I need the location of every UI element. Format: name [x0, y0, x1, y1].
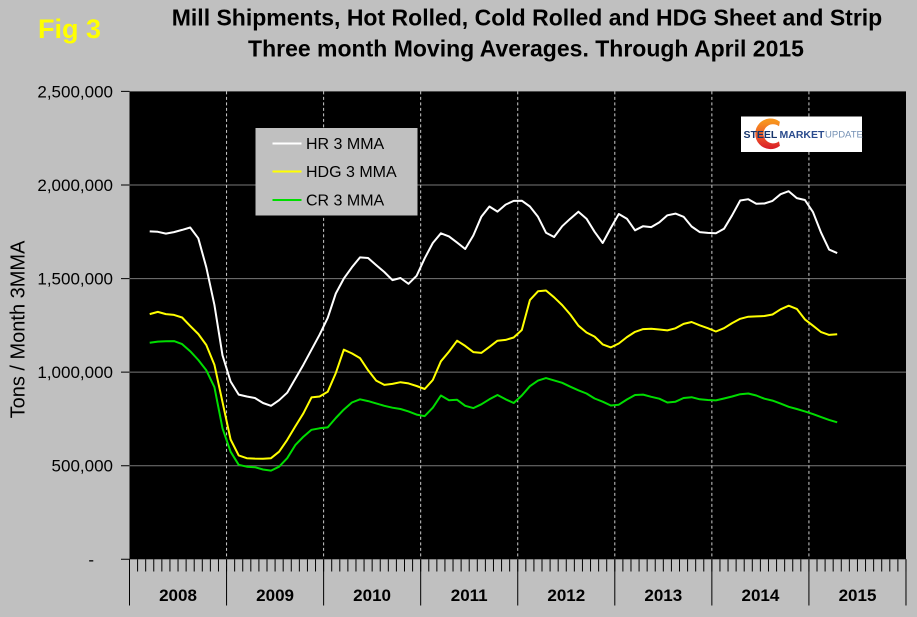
- svg-text:STEEL: STEEL: [744, 129, 778, 141]
- svg-text:1,500,000: 1,500,000: [37, 270, 113, 289]
- svg-text:Fig 3: Fig 3: [38, 14, 101, 44]
- svg-text:Tons / Month 3MMA: Tons / Month 3MMA: [8, 240, 30, 419]
- svg-text:2011: 2011: [451, 586, 488, 605]
- svg-text:2,000,000: 2,000,000: [37, 176, 113, 195]
- svg-text:-: -: [88, 550, 94, 569]
- svg-text:2,500,000: 2,500,000: [37, 82, 113, 101]
- svg-text:CR 3 MMA: CR 3 MMA: [306, 193, 385, 210]
- svg-text:HDG 3 MMA: HDG 3 MMA: [306, 164, 397, 181]
- svg-text:2009: 2009: [256, 586, 294, 605]
- svg-text:2015: 2015: [839, 586, 877, 605]
- svg-text:Three month Moving Averages. T: Three month Moving Averages. Through Apr…: [248, 36, 804, 62]
- svg-text:500,000: 500,000: [52, 457, 113, 476]
- svg-text:2010: 2010: [353, 586, 391, 605]
- svg-text:2013: 2013: [644, 586, 682, 605]
- svg-text:2012: 2012: [547, 586, 585, 605]
- svg-text:1,000,000: 1,000,000: [37, 363, 113, 382]
- svg-text:UPDATE: UPDATE: [825, 130, 863, 141]
- svg-text:2014: 2014: [741, 586, 779, 605]
- svg-text:Mill Shipments, Hot Rolled, Co: Mill Shipments, Hot Rolled, Cold Rolled …: [172, 5, 882, 31]
- svg-text:2008: 2008: [159, 586, 197, 605]
- svg-text:MARKET: MARKET: [780, 129, 825, 141]
- svg-text:HR 3 MMA: HR 3 MMA: [306, 136, 385, 153]
